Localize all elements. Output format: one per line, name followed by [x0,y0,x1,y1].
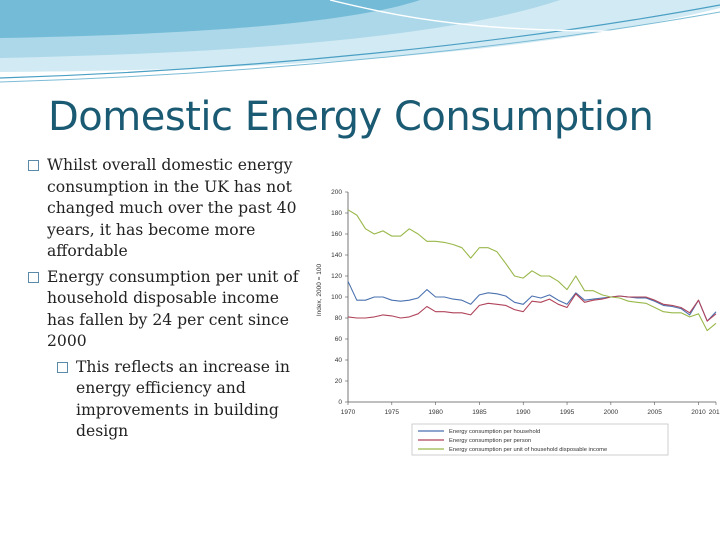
bullet-item: Whilst overall domestic energy consumpti… [26,155,304,263]
energy-index-chart: 0 20 40 60 80 100 120 140 160 180 200 1970 1975 1980… [316,189,720,456]
chart-series [347,209,717,332]
y-tick-label: 80 [335,315,343,322]
x-tick-label: 2010 [691,409,706,416]
x-tick-label: 2005 [647,409,662,416]
y-axis-ticks: 0 20 40 60 80 100 120 140 160 180 200 [331,189,348,406]
legend-label: Energy consumption per person [449,438,531,444]
x-tick-label: 1975 [385,409,400,416]
series-line-2 [347,293,717,322]
bullet-text: Whilst overall domestic energy consumpti… [47,156,297,260]
bullet-box-icon [28,160,39,171]
chart-axes [347,192,716,403]
bullet-list: Whilst overall domestic energy consumpti… [26,155,304,443]
y-tick-label: 40 [335,357,343,364]
bullet-item: Energy consumption per unit of household… [26,267,304,353]
y-tick-label: 140 [331,252,342,259]
y-tick-label: 160 [331,231,342,238]
x-tick-label: 1990 [516,409,531,416]
series-line-1 [347,281,717,322]
series-line-3 [347,209,717,332]
sub-bullet-item: This reflects an increase in energy effi… [26,357,304,443]
x-tick-label: 1995 [560,409,575,416]
bullet-text: Energy consumption per unit of household… [47,267,299,351]
bullet-box-icon [28,271,39,283]
y-tick-label: 120 [331,273,342,280]
x-tick-label: 2012 [709,409,720,416]
chart-legend: Energy consumption per household Energy c… [418,429,607,453]
legend-label: Energy consumption per household [449,429,540,435]
y-tick-label: 200 [331,189,342,196]
header-swoosh [0,0,720,83]
header-band-dark [0,0,420,38]
x-tick-label: 1970 [341,409,356,416]
y-axis-label: Index, 2000 = 100 [316,264,323,317]
bullet-box-icon [57,361,68,373]
header-curve-1 [0,4,720,79]
y-tick-label: 60 [335,336,343,343]
header-curve-3 [329,0,720,33]
x-axis-ticks: 1970 1975 1980 1985 1990 1995 2000 2005 20102012 [341,402,720,416]
header-curve-2 [0,11,720,83]
slide-title: Domestic Energy Consumption [48,94,654,140]
y-tick-label: 0 [338,399,342,406]
legend-label: Energy consumption per unit of household… [449,447,607,453]
y-tick-label: 100 [331,294,342,301]
y-tick-label: 180 [331,210,342,217]
x-tick-label: 1980 [428,409,443,416]
x-tick-label: 1985 [472,409,487,416]
x-tick-label: 2000 [604,409,619,416]
chart-legend-box [411,423,669,456]
y-tick-label: 20 [335,378,343,385]
bullet-text: This reflects an increase in energy effi… [76,357,290,441]
